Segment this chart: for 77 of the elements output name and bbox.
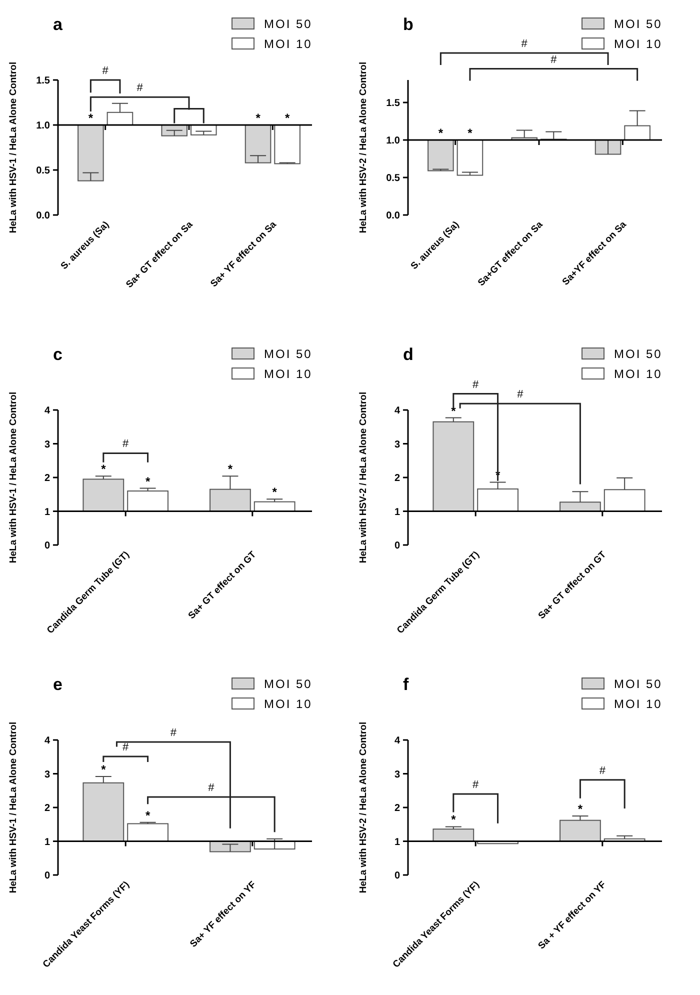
legend-label: MOI 50 bbox=[614, 347, 662, 361]
legend-label: MOI 50 bbox=[264, 677, 312, 691]
legend-label: MOI 10 bbox=[264, 367, 312, 381]
y-tick-label: 1 bbox=[44, 506, 50, 518]
data-label: * bbox=[145, 808, 150, 822]
y-tick-label: 0 bbox=[44, 870, 50, 882]
chart-title: a bbox=[53, 15, 63, 34]
data-label: * bbox=[272, 485, 278, 500]
data-label: * bbox=[101, 762, 106, 776]
y-tick-label: 2 bbox=[394, 803, 400, 814]
y-tick-label: 1 bbox=[44, 836, 50, 848]
legend-label: MOI 50 bbox=[264, 17, 312, 31]
legend-label: MOI 50 bbox=[614, 17, 662, 31]
legend-label: MOI 10 bbox=[614, 37, 662, 51]
data-label: * bbox=[578, 802, 583, 816]
y-tick-label: 0 bbox=[394, 870, 400, 882]
y-tick-label: 0.0 bbox=[386, 210, 400, 222]
chart-title: b bbox=[403, 15, 414, 34]
y-tick-label: 0.5 bbox=[36, 166, 50, 176]
legend-label: MOI 50 bbox=[264, 347, 312, 361]
annotation: # bbox=[208, 782, 216, 794]
data-label: * bbox=[228, 462, 233, 476]
text: # bbox=[170, 727, 178, 740]
chart-title: e bbox=[53, 675, 62, 694]
y-tick-label: 0.0 bbox=[36, 210, 50, 222]
y-tick-label: 3 bbox=[394, 769, 400, 780]
y-axis-title: HeLa with HSV-1 / HeLa Alone Control bbox=[8, 62, 19, 234]
chart-title: d bbox=[403, 345, 414, 364]
y-tick-label: 1.0 bbox=[386, 136, 400, 146]
legend-label: MOI 50 bbox=[614, 677, 662, 691]
y-tick-label: 4 bbox=[394, 406, 400, 416]
annotation: # bbox=[136, 82, 144, 94]
y-tick-label: 1 bbox=[394, 836, 400, 848]
y-tick-label: 4 bbox=[44, 736, 50, 746]
data-label: * bbox=[438, 126, 444, 140]
y-tick-label: 3 bbox=[394, 439, 400, 450]
legend-label: MOI 10 bbox=[264, 37, 312, 51]
y-axis-title: HeLa with HSV-1 / HeLa Alone Control bbox=[8, 722, 19, 894]
y-tick-label: 2 bbox=[44, 803, 50, 814]
y-tick-label: 3 bbox=[44, 769, 50, 780]
y-axis-title: HeLa with HSV-1 / HeLa Alone Control bbox=[8, 392, 19, 564]
data-label: * bbox=[88, 111, 94, 125]
y-tick-label: 2 bbox=[394, 473, 400, 484]
y-axis-title: HeLa with HSV-2 / HeLa Alone Control bbox=[358, 62, 369, 234]
data-label: * bbox=[284, 111, 290, 125]
data-label: * bbox=[101, 462, 106, 476]
legend-label: MOI 10 bbox=[264, 697, 312, 711]
text: # bbox=[550, 54, 558, 66]
legend-label: MOI 10 bbox=[614, 697, 662, 711]
legend-label: MOI 10 bbox=[614, 367, 662, 381]
y-axis-title: HeLa with HSV-2 / HeLa Alone Control bbox=[358, 392, 369, 564]
y-tick-label: 4 bbox=[394, 736, 400, 746]
y-tick-label: 0.5 bbox=[386, 173, 400, 184]
data-label: * bbox=[256, 111, 261, 125]
text: # bbox=[472, 378, 480, 391]
annotation: # bbox=[122, 438, 130, 450]
y-tick-label: 3 bbox=[44, 439, 50, 450]
chart-title: c bbox=[53, 345, 62, 364]
annotation: # bbox=[122, 742, 130, 754]
y-tick-label: 4 bbox=[44, 406, 50, 416]
y-tick-label: 0 bbox=[394, 540, 400, 552]
y-tick-label: 1 bbox=[394, 506, 400, 518]
y-axis-title: HeLa with HSV-2 / HeLa Alone Control bbox=[358, 722, 369, 894]
data-label: * bbox=[468, 126, 473, 140]
y-tick-label: 0 bbox=[44, 540, 50, 552]
data-label: * bbox=[451, 812, 456, 827]
y-tick-label: 1.0 bbox=[36, 120, 50, 132]
y-tick-label: 1.5 bbox=[36, 76, 50, 86]
text: # bbox=[517, 388, 524, 401]
data-label: * bbox=[145, 474, 150, 488]
annotation: # bbox=[472, 779, 480, 791]
chart-title: f bbox=[403, 675, 409, 694]
text: # bbox=[102, 65, 110, 77]
text: # bbox=[521, 38, 528, 50]
annotation: # bbox=[599, 764, 606, 777]
y-tick-label: 1.5 bbox=[386, 98, 400, 109]
y-tick-label: 2 bbox=[44, 473, 50, 484]
